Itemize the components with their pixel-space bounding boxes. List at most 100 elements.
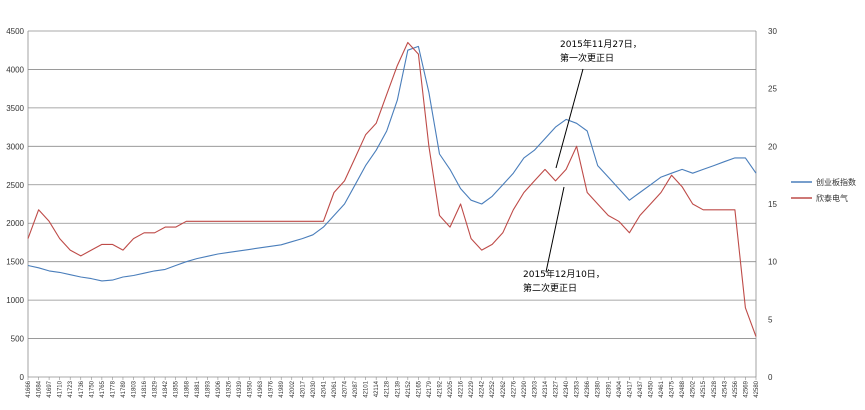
y-right-tick-label-2: 10	[768, 258, 777, 267]
y-left-tick-label-4: 2000	[6, 219, 24, 228]
legend-label-series-2: 欣泰电气	[816, 193, 848, 203]
x-tick-label-7: 41765	[100, 380, 106, 397]
x-tick-label-20: 41939	[237, 380, 243, 397]
x-tick-label-47: 42290	[522, 380, 528, 397]
x-tick-label-8: 41778	[110, 380, 116, 397]
y-right-tick-label-1: 5	[768, 315, 773, 324]
x-tick-label-40: 42205	[448, 380, 454, 397]
x-tick-label-62: 42488	[680, 380, 686, 397]
annotation-1-line-1: 2015年11月27日，	[560, 38, 642, 50]
x-tick-label-57: 42417	[627, 380, 633, 397]
x-tick-label-55: 42391	[606, 380, 612, 397]
y-left-tick-label-7: 3500	[6, 104, 24, 113]
x-tick-label-23: 41976	[269, 380, 275, 397]
x-tick-label-31: 42087	[353, 380, 359, 397]
series-layer	[27, 41, 757, 337]
x-tick-label-58: 42437	[638, 380, 644, 397]
right-axis: 0 5 10 15 20 25 30	[755, 27, 777, 382]
y-left-tick-label-0: 0	[20, 373, 25, 382]
x-tick-label-3: 41710	[58, 380, 64, 397]
x-tick-label-17: 41893	[205, 380, 211, 397]
x-tick-label-9: 41789	[121, 380, 127, 397]
x-tick-label-14: 41855	[174, 380, 180, 397]
x-tick-label-35: 42139	[395, 380, 401, 397]
y-left-tick-label-1: 500	[11, 335, 25, 344]
x-tick-label-24: 41989	[279, 380, 285, 397]
x-tick-label-53: 42366	[585, 380, 591, 397]
x-tick-label-19: 41926	[226, 380, 232, 397]
x-tick-label-56: 42404	[617, 380, 623, 397]
x-tick-label-30: 42074	[343, 380, 349, 397]
left-axis: 0 500 1000 1500 2000 2500 3000 3500 4000 4500	[6, 27, 29, 382]
x-tick-label-6: 41750	[89, 380, 95, 397]
x-tick-label-52: 42353	[575, 380, 581, 397]
x-tick-label-10: 41803	[132, 380, 138, 397]
x-tick-label-29: 42061	[332, 380, 338, 397]
x-tick-label-66: 42543	[722, 380, 728, 397]
x-tick-label-69: 42580	[754, 380, 760, 397]
annotation-2-line-1: 2015年12月10日，	[523, 268, 605, 280]
x-tick-label-11: 41816	[142, 380, 148, 397]
x-tick-label-41: 42216	[459, 380, 465, 397]
x-tick-label-1: 41684	[37, 380, 43, 397]
y-left-tick-label-2: 1000	[6, 296, 24, 305]
x-tick-label-2: 41697	[47, 380, 53, 397]
x-tick-label-13: 41842	[163, 380, 169, 397]
x-tick-label-28: 42041	[321, 380, 327, 397]
x-tick-label-65: 42528	[712, 380, 718, 397]
series-line-1	[27, 45, 757, 282]
x-tick-label-18: 41906	[216, 380, 222, 397]
annotation-arrow-2	[545, 186, 565, 273]
x-tick-label-63: 42502	[691, 380, 697, 397]
x-tick-label-5: 41736	[79, 380, 85, 397]
annotation-1-line-2: 第一次更正日	[560, 52, 614, 64]
y-right-tick-label-0: 0	[768, 373, 773, 382]
x-tick-label-36: 42152	[406, 380, 412, 397]
x-tick-label-54: 42380	[596, 380, 602, 397]
x-tick-label-33: 42114	[374, 380, 380, 397]
x-tick-label-49: 42314	[543, 380, 549, 397]
x-tick-label-25: 42002	[290, 380, 296, 397]
annotation-2-line-2: 第二次更正日	[523, 282, 577, 294]
x-tick-label-43: 42242	[480, 380, 486, 397]
y-left-tick-label-5: 2500	[6, 181, 24, 190]
legend: 创业板指数 欣泰电气	[791, 177, 856, 203]
x-tick-label-26: 42017	[300, 380, 306, 397]
x-tick-label-21: 41950	[248, 380, 254, 397]
y-right-tick-label-6: 30	[768, 27, 777, 36]
x-tick-label-34: 42128	[385, 380, 391, 397]
y-right-tick-label-5: 25	[768, 85, 777, 94]
y-left-tick-label-8: 4000	[6, 65, 24, 74]
y-left-tick-label-6: 3000	[6, 142, 24, 151]
x-tick-label-38: 42179	[427, 380, 433, 397]
x-tick-label-59: 42450	[648, 380, 654, 397]
x-tick-label-0: 41666	[26, 380, 32, 397]
x-tick-label-4: 41723	[68, 380, 74, 397]
x-tick-label-60: 42461	[659, 380, 665, 397]
x-tick-label-44: 42252	[490, 380, 496, 397]
x-tick-label-27: 42030	[311, 380, 317, 397]
y-right-tick-label-3: 15	[768, 200, 777, 209]
x-tick-label-16: 41881	[195, 380, 201, 397]
y-left-tick-label-3: 1500	[6, 258, 24, 267]
x-tick-label-48: 42303	[532, 380, 538, 397]
x-tick-label-32: 42101	[364, 380, 370, 397]
x-tick-label-67: 42556	[733, 380, 739, 397]
x-tick-label-15: 41868	[184, 380, 190, 397]
series-line-2	[27, 41, 757, 337]
annotation-arrow-1	[555, 68, 584, 169]
annotation-layer: 2015年11月27日， 第一次更正日 2015年12月10日， 第二次更正日	[523, 38, 642, 294]
y-right-tick-label-4: 20	[768, 142, 777, 151]
x-tick-label-51: 42340	[564, 380, 570, 397]
y-left-tick-label-9: 4500	[6, 27, 24, 36]
x-tick-label-64: 42515	[701, 380, 707, 397]
x-tick-label-68: 42569	[743, 380, 749, 397]
x-tick-label-37: 42165	[416, 380, 422, 397]
legend-label-series-1: 创业板指数	[816, 177, 856, 187]
grid-layer	[28, 30, 756, 378]
x-tick-label-42: 42229	[469, 380, 475, 397]
x-axis: 41666 41684 41697 41710 41723 41736 41750 41765…	[26, 377, 760, 398]
x-tick-label-45: 42262	[501, 380, 507, 397]
